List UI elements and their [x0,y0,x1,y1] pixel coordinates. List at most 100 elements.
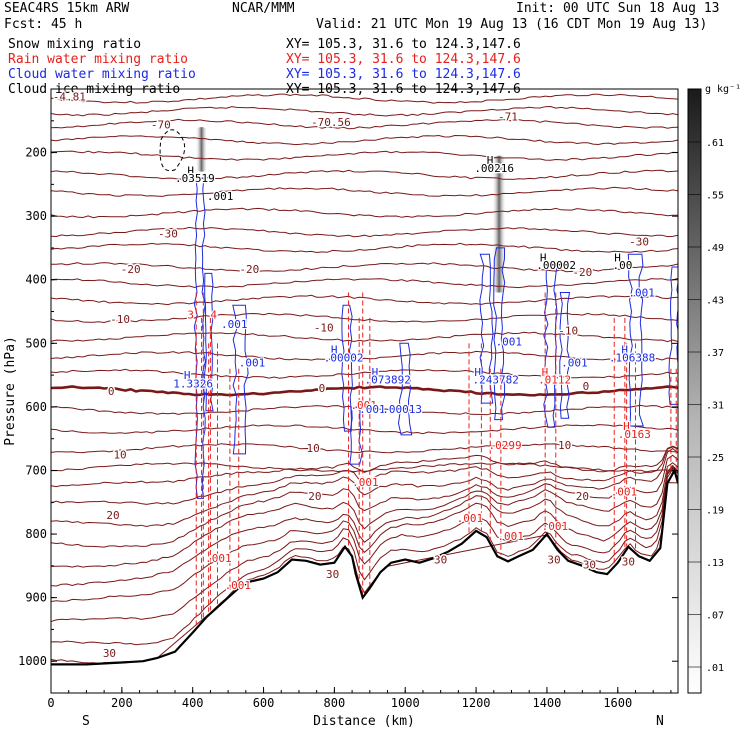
extremum-label: .00002 [536,259,576,272]
y-tick-label: 500 [25,336,47,350]
zero-degree-contour [51,385,678,397]
temperature-contour-label: 30 [326,568,339,581]
temperature-contour-label: 10 [558,439,571,452]
header-title: SEAC4RS 15km ARW [4,1,129,16]
colorbar-gradient [687,88,702,694]
colorbar-label: .07 [706,611,724,622]
extremum-label: .243782 [473,374,519,387]
extremum-label: .001 [207,190,234,203]
temperature-contour-label: 20 [308,490,321,503]
temperature-contour [51,445,678,488]
extremum-label: H [331,344,338,357]
temperature-contour [51,242,678,254]
temperature-contour-label: 0 [583,380,590,393]
cloud-water-contour [341,304,353,432]
cloud-water-contour [479,253,494,404]
colorbar-label: .55 [706,191,724,202]
extremum-label: H [540,251,547,264]
temperature-contour-label: -20 [121,263,141,276]
x-tick-label: 200 [111,696,133,710]
temperature-contour-label: -20 [239,263,259,276]
y-tick-label: 400 [25,273,47,287]
cloud-water-contour [543,266,558,428]
snow-core [492,155,507,293]
temperature-contour-label: 30 [103,647,116,660]
temperature-contour [51,93,678,104]
extremum-label: .001 [611,485,638,498]
temperature-contour [51,464,678,587]
extremum-label: .00013 [382,403,422,416]
temperature-contour-label: -10 [314,321,334,334]
temperature-contour [51,277,678,289]
x-tick-label: 1200 [462,696,491,710]
y-tick-label: 600 [25,400,47,414]
temperature-contour-label: -20 [572,266,592,279]
cloud-water-contour [559,292,571,419]
x-tick-label: 0 [47,696,54,710]
temperature-contour [51,312,678,324]
temperature-contour-label: -30 [158,227,178,240]
extremum-label: .00216 [474,162,514,175]
rain-water-contours [159,129,677,626]
extremum-label: .001 [205,552,232,565]
temperature-contour [51,294,678,306]
cloud-water-contour [232,304,249,455]
cloud-water-contour [668,266,678,405]
temperature-contour-label: 10 [113,449,126,462]
y-tick-label: 800 [25,527,47,541]
extremum-label: .001 [561,356,588,369]
temperature-contour [51,150,678,161]
cloud-water-contour [193,177,206,499]
temperature-contour-label: 10 [307,442,320,455]
temperature-contour [51,462,678,473]
extremum-label: .001 [225,579,252,592]
header-forecast-hour: Fcst: 45 h [4,17,82,32]
cloud-water-contour [349,406,363,465]
temperature-contour [51,186,678,197]
extremum-label: .001 [359,403,386,416]
extremum-label: .001 [350,399,377,412]
colorbar-label: .25 [706,453,724,464]
temperature-contour-label: -71 [498,110,518,123]
colorbar: g kg⁻¹ .01 .07 .13 .19 .25 .31 .37 .43 .49 .55 .61 [687,84,740,694]
extremum-label: .0299 [488,439,521,452]
colorbar-label: .49 [706,243,724,254]
colorbar-unit: g kg⁻¹ [705,84,740,95]
extremum-label: .106388 [609,351,655,364]
x-tick-label: 400 [182,696,204,710]
temperature-contour [51,482,678,665]
colorbar-labels: .01 .07 .13 .19 .25 .31 .37 .43 .49 .55 .61 [688,138,724,674]
temperature-contour-label: 30 [547,553,560,566]
y-tick-label: 300 [25,209,47,223]
extremum-label: -4.81 [53,91,86,104]
contour-labels: -70 -70.56 -71 -30 -30 -20 -20 -20 -10 -10 -10 0 0 0 1… [52,89,657,661]
legend-cloud-water-xy: XY= 105.3, 31.6 to 124.3,147.6 [286,67,521,82]
colorbar-label: .37 [706,348,724,359]
temperature-contour [51,443,678,454]
extremum-label: H [474,366,481,379]
temperature-contour [51,404,678,416]
temperature-contour-label: 0 [108,385,115,398]
extremum-label: .001 [542,520,569,533]
x-axis: 0 200 400 600 800 1000 1200 1400 1600 [47,687,672,710]
temperature-contour [51,331,678,343]
temperature-contour-label: -70 [151,119,171,132]
extremum-label: H [623,420,630,433]
y-tick-label: 200 [25,146,47,160]
extremum-label: .001 [221,318,248,331]
extremum-label: .001 [457,512,484,525]
colorbar-label: .19 [706,506,724,517]
header-init-time: Init: 00 UTC Sun 18 Aug 13 [516,1,720,16]
extremum-label: .03519 [175,172,215,185]
extremum-label: .00 [612,259,632,272]
extremum-label: H [184,369,191,382]
colorbar-label: .31 [706,401,724,412]
x-axis-title: Distance (km) [313,714,415,729]
temperature-contour [51,446,678,505]
header-organization: NCAR/MMM [232,1,295,16]
colorbar-label: .01 [706,663,724,674]
temperature-contour [51,468,678,646]
legend-rain-xy: XY= 105.3, 31.6 to 124.3,147.6 [286,52,521,67]
temperature-contour [51,368,678,379]
